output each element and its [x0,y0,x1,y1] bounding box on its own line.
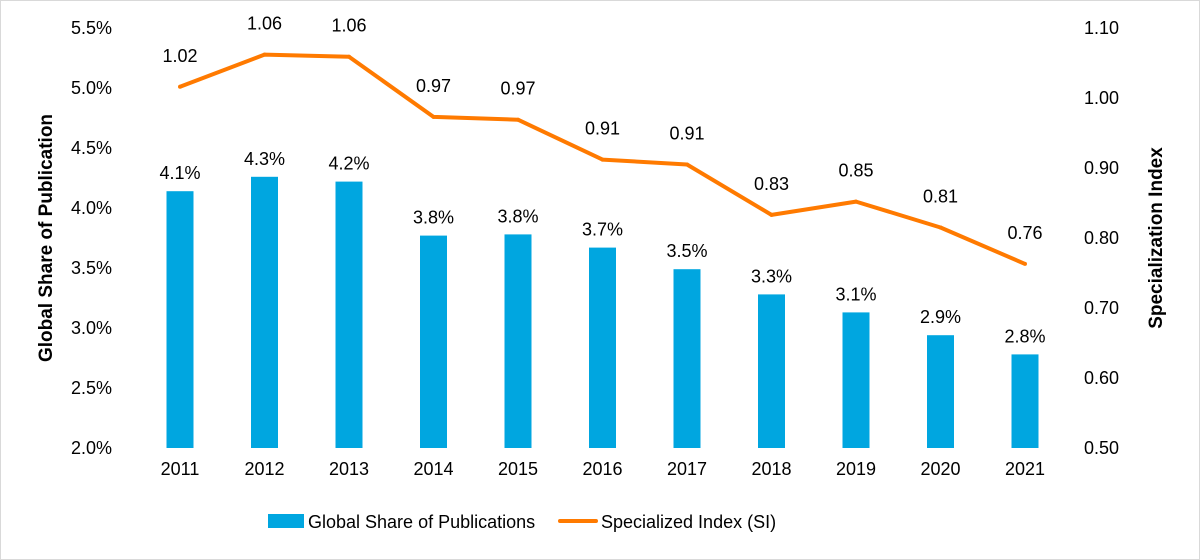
legend-label-bar: Global Share of Publications [308,512,535,532]
y-tick-left: 3.0% [71,318,112,338]
y-tick-right: 0.80 [1084,228,1119,248]
y-tick-left: 3.5% [71,258,112,278]
x-tick: 2016 [582,459,622,479]
bar-data-label: 3.8% [413,208,454,228]
bar-data-label: 3.7% [582,220,623,240]
bar-data-label: 4.2% [328,154,369,174]
y-tick-right: 0.70 [1084,298,1119,318]
bar [335,181,363,448]
bar [927,335,954,448]
line-data-label: 0.76 [1007,223,1042,243]
x-tick: 2013 [329,459,369,479]
si-point [685,162,689,167]
bar [842,312,870,448]
bar-data-label: 3.1% [835,284,876,304]
bar-data-label: 3.5% [666,241,707,261]
y-tick-left: 2.0% [71,438,112,458]
line-data-label: 0.91 [669,124,704,144]
si-point [178,84,182,89]
si-point [1023,261,1027,266]
y-tick-left: 5.0% [71,78,112,98]
si-point [431,114,436,119]
line-data-label: 0.91 [585,119,620,139]
line-data-label: 0.85 [838,161,873,181]
x-tick: 2011 [161,459,200,479]
bar-data-label: 2.9% [920,307,961,327]
y-tick-right: 1.00 [1084,88,1119,108]
legend-label-line: Specialized Index (SI) [601,512,776,532]
line-data-label: 0.97 [416,76,451,96]
y-tick-left: 4.5% [71,138,112,158]
bar-data-label: 4.1% [159,163,200,183]
y-tick-left: 2.5% [71,378,112,398]
y-tick-right: 0.50 [1084,438,1119,458]
x-tick: 2020 [920,459,960,479]
bar [758,294,785,448]
si-point [769,212,774,217]
y-tick-left: 4.0% [71,198,112,218]
x-tick: 2012 [244,459,284,479]
line-data-label: 0.81 [923,187,958,207]
x-tick: 2015 [498,459,538,479]
bar [420,235,447,448]
legend-swatch-bar [268,514,304,528]
bar [166,191,194,448]
si-point [600,157,605,162]
x-tick: 2017 [667,459,707,479]
legend: Global Share of Publications Specialized… [268,512,776,532]
y-tick-left: 5.5% [71,18,112,38]
line-data-label: 0.97 [500,79,535,99]
si-point [516,117,520,122]
y-tick-right: 0.90 [1084,158,1119,178]
y-tick-right: 0.60 [1084,368,1119,388]
bar [251,176,278,449]
bar [504,234,532,448]
x-tick: 2021 [1005,459,1045,479]
si-point [938,225,943,230]
bar-data-label: 4.3% [244,149,285,169]
x-tick: 2019 [836,459,876,479]
y-axis-title-right: Specialization Index [1146,147,1167,329]
line-data-label: 0.83 [754,174,789,194]
si-point [262,52,267,57]
bar [673,269,701,448]
bar [589,247,616,448]
y-axis-title-left: Global Share of Publication [36,114,57,362]
line-data-label: 1.06 [331,16,366,36]
y-tick-right: 1.10 [1084,18,1119,38]
x-tick: 2014 [413,459,453,479]
bar-data-label: 3.8% [497,206,538,226]
line-data-label: 1.02 [162,46,197,66]
line-data-label: 1.06 [247,14,282,34]
si-point [854,199,858,204]
bar-data-label: 2.8% [1004,326,1045,346]
bar [1011,354,1039,448]
x-tick: 2018 [751,459,791,479]
si-point [347,54,351,59]
bar-data-label: 3.3% [751,266,792,286]
